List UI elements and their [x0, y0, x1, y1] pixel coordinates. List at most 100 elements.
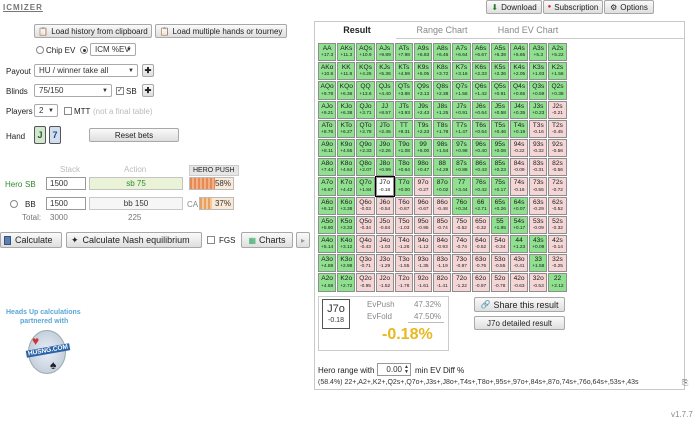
hand-cell-T3s[interactable]: T3s -0.16 [529, 119, 548, 138]
hand-cell-K8s[interactable]: K8s +3.72 [433, 62, 452, 81]
hand-cell-A9o[interactable]: A9o +8.11 [318, 139, 337, 158]
hand-cell-A8s[interactable]: A8s +6.46 [433, 43, 452, 62]
hand-cell-54o[interactable]: 54o -0.34 [490, 235, 509, 254]
hand-cell-JTo[interactable]: JTo +2.45 [375, 119, 394, 138]
add-blinds-button[interactable]: ✚ [142, 84, 154, 97]
hand-cell-T5o[interactable]: T5o -1.03 [394, 215, 413, 234]
hand-cell-98s[interactable]: 98s +1.54 [433, 139, 452, 158]
more-button[interactable]: ▸ [296, 232, 310, 248]
add-payout-button[interactable]: ✚ [142, 64, 154, 77]
hand-card-7[interactable]: 7 [49, 126, 61, 144]
hand-cell-A2s[interactable]: A2s +5.22 [548, 43, 567, 62]
hand-cell-Q8s[interactable]: Q8s +2.38 [433, 81, 452, 100]
hand-cell-TT[interactable]: TT +9.31 [394, 119, 413, 138]
hand-cell-75o[interactable]: 75o -0.52 [452, 215, 471, 234]
hand-cell-T3o[interactable]: T3o -1.55 [394, 254, 413, 273]
bb-action-field[interactable]: bb 150 [89, 197, 183, 210]
hand-cell-T4s[interactable]: T4s +0.19 [510, 119, 529, 138]
hand-cell-J3s[interactable]: J3s +0.23 [529, 100, 548, 119]
hand-cell-43o[interactable]: 43o -0.41 [510, 254, 529, 273]
min-ev-input[interactable]: 0.00 ▲ ▼ [377, 363, 411, 376]
reset-bets-button[interactable]: Reset bets [89, 128, 179, 142]
share-result-button[interactable]: 🔗 Share this result [474, 297, 565, 312]
sb-action-field[interactable]: sb 75 [89, 177, 183, 190]
hand-cell-44[interactable]: 44 +1.23 [510, 235, 529, 254]
hand-cell-54s[interactable]: 54s +0.17 [510, 215, 529, 234]
mtt-checkbox[interactable] [64, 107, 72, 115]
hand-cell-92o[interactable]: 92o -1.61 [414, 273, 433, 292]
hand-cell-A2o[interactable]: A2o +4.68 [318, 273, 337, 292]
hand-cell-Q5o[interactable]: Q5o -0.34 [356, 215, 375, 234]
hand-cell-84o[interactable]: 84o -0.93 [433, 235, 452, 254]
hand-cell-84s[interactable]: 84s -0.09 [510, 158, 529, 177]
hand-cell-82o[interactable]: 82o -1.41 [433, 273, 452, 292]
hand-cell-Q4o[interactable]: Q4o -0.43 [356, 235, 375, 254]
hand-cell-T7s[interactable]: T7s +1.47 [452, 119, 471, 138]
hand-cell-95s[interactable]: 95s +0.08 [490, 139, 509, 158]
hand-cell-Q5s[interactable]: Q5s +0.91 [490, 81, 509, 100]
model-select[interactable]: ICM %EV ▼ [90, 43, 136, 56]
hand-cell-53s[interactable]: 53s -0.09 [529, 215, 548, 234]
hand-cell-A5s[interactable]: A5s +6.39 [490, 43, 509, 62]
husng-logo[interactable]: ♥ ♠ HUSNG.COM [22, 330, 72, 376]
hand-cell-K2s[interactable]: K2s +1.56 [548, 62, 567, 81]
players-select[interactable]: 2 ▼ [34, 104, 58, 117]
hand-cell-96s[interactable]: 96s +0.40 [471, 139, 490, 158]
hand-cell-JJ[interactable]: JJ +8.57 [375, 100, 394, 119]
hand-cell-AJo[interactable]: AJo +9.21 [318, 100, 337, 119]
hand-cell-KTs[interactable]: KTs +4.59 [394, 62, 413, 81]
hand-cell-74s[interactable]: 74s -0.16 [510, 177, 529, 196]
hand-cell-T8s[interactable]: T8s +1.78 [433, 119, 452, 138]
tab-hand-ev-chart[interactable]: Hand EV Chart [497, 25, 559, 35]
hand-cell-T9o[interactable]: T9o +1.08 [394, 139, 413, 158]
hand-cell-KTo[interactable]: KTo +6.27 [337, 119, 356, 138]
hand-cell-K6s[interactable]: K6s +2.33 [471, 62, 490, 81]
hand-cell-62o[interactable]: 62o -0.97 [471, 273, 490, 292]
fgs-checkbox[interactable] [207, 236, 215, 244]
options-button[interactable]: ⚙ Options [604, 0, 654, 14]
hand-cell-99[interactable]: 99 +6.00 [414, 139, 433, 158]
hand-cell-Q6s[interactable]: Q6s +1.42 [471, 81, 490, 100]
hand-cell-97o[interactable]: 97o -0.27 [414, 177, 433, 196]
hand-cell-63o[interactable]: 63o -0.76 [471, 254, 490, 273]
hand-cell-J5o[interactable]: J5o -0.84 [375, 215, 394, 234]
hand-cell-87s[interactable]: 87s +0.88 [452, 158, 471, 177]
bb-stack-input[interactable]: 1500 [46, 197, 86, 210]
hand-cell-55[interactable]: 55 +1.95 [490, 215, 509, 234]
hand-cell-A8o[interactable]: A8o +7.44 [318, 158, 337, 177]
hand-cell-T7o[interactable]: T7o +0.00 [394, 177, 413, 196]
hand-cell-73o[interactable]: 73o -0.97 [452, 254, 471, 273]
hand-cell-52o[interactable]: 52o -0.78 [490, 273, 509, 292]
bb-radio[interactable] [10, 200, 18, 208]
hand-cell-93o[interactable]: 93o -1.35 [414, 254, 433, 273]
hand-cell-72s[interactable]: 72s -0.72 [548, 177, 567, 196]
hand-card-j[interactable]: J [34, 126, 46, 144]
hand-cell-A9s[interactable]: A9s +6.83 [414, 43, 433, 62]
hand-cell-T2o[interactable]: T2o -1.78 [394, 273, 413, 292]
hand-cell-J4o[interactable]: J4o -1.03 [375, 235, 394, 254]
hand-cell-AA[interactable]: AA +17.3 [318, 43, 337, 62]
hand-cell-97s[interactable]: 97s +0.98 [452, 139, 471, 158]
hand-cell-K5s[interactable]: K5s +2.36 [490, 62, 509, 81]
hand-cell-K5o[interactable]: K5o +3.33 [337, 215, 356, 234]
charts-button[interactable]: ▦ Charts [241, 232, 293, 248]
hand-cell-T2s[interactable]: T2s -0.45 [548, 119, 567, 138]
hand-cell-J9o[interactable]: J9o +2.26 [375, 139, 394, 158]
hand-cell-74o[interactable]: 74o -0.74 [452, 235, 471, 254]
hand-cell-AQo[interactable]: AQo +9.78 [318, 81, 337, 100]
hand-cell-K7o[interactable]: K7o +4.42 [337, 177, 356, 196]
hand-cell-Q2s[interactable]: Q2s +0.38 [548, 81, 567, 100]
hand-cell-K3o[interactable]: K3o +2.98 [337, 254, 356, 273]
hand-cell-J2s[interactable]: J2s -0.21 [548, 100, 567, 119]
hand-cell-KQs[interactable]: KQs +4.26 [356, 62, 375, 81]
hand-cell-AKo[interactable]: AKo +10.6 [318, 62, 337, 81]
hand-cell-62s[interactable]: 62s -0.52 [548, 196, 567, 215]
hand-cell-K9o[interactable]: K9o +4.55 [337, 139, 356, 158]
calculate-nash-button[interactable]: ✦ Calculate Nash equilibrium [66, 232, 202, 248]
hand-cell-A4o[interactable]: A4o +5.14 [318, 235, 337, 254]
hand-cell-86o[interactable]: 86o -0.48 [433, 196, 452, 215]
hand-cell-T9s[interactable]: T9s +2.23 [414, 119, 433, 138]
hand-cell-A7s[interactable]: A7s +6.64 [452, 43, 471, 62]
hand-cell-K3s[interactable]: K3s +1.93 [529, 62, 548, 81]
hand-cell-42o[interactable]: 42o -0.63 [510, 273, 529, 292]
